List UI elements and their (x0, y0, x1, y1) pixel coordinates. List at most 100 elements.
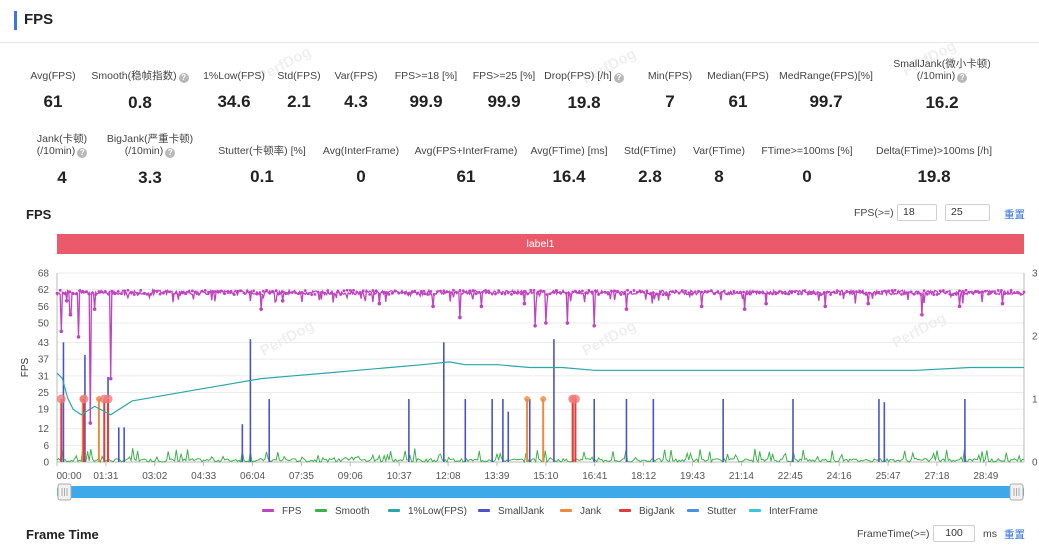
fps-point (632, 289, 636, 292)
fps-point (377, 292, 381, 296)
fps-dip-point (88, 421, 93, 425)
fps-point (145, 292, 149, 296)
legend-item[interactable]: Stutter (687, 506, 736, 517)
stat-value: 99.7 (809, 92, 843, 111)
fps-point (697, 289, 700, 293)
fps-point (900, 292, 903, 296)
fps-point (423, 292, 426, 296)
fps-point (300, 291, 304, 294)
legend-label: SmallJank (498, 506, 545, 517)
stat-value: 7 (665, 92, 675, 111)
fps-point (474, 292, 478, 296)
fps-point (58, 288, 62, 292)
fps-point (65, 292, 69, 296)
legend-item[interactable]: Smooth (315, 506, 369, 517)
stat-value: 34.6 (217, 92, 251, 111)
fps-point (271, 290, 275, 294)
fps-point (577, 291, 581, 295)
fps-point (184, 292, 188, 296)
legend-item[interactable]: BigJank (619, 506, 675, 517)
stat-value: 16.2 (925, 93, 959, 112)
fps-dip-point (108, 376, 113, 381)
fps-point (755, 290, 758, 294)
frame-time-threshold-input[interactable] (933, 525, 975, 542)
x-tick-label: 25:47 (876, 471, 901, 482)
fps-point (461, 289, 465, 293)
fps-point (581, 289, 584, 293)
stat-value: 19.8 (567, 93, 601, 112)
fps-point (877, 290, 881, 294)
help-icon[interactable]: ? (77, 148, 88, 158)
fps-dip-point (565, 321, 570, 325)
frame-time-reset-button[interactable]: 重置 (1004, 529, 1025, 541)
fps-point (361, 289, 365, 293)
fps-point (803, 289, 807, 293)
legend-swatch (315, 509, 327, 512)
fps-point (252, 289, 256, 293)
fps-point (435, 290, 439, 294)
fps-dip-point (592, 324, 597, 328)
fps-point (651, 291, 655, 295)
help-icon[interactable]: ? (613, 73, 624, 83)
help-icon[interactable]: ? (178, 73, 189, 83)
fps-point (290, 290, 294, 294)
stat-block: Delta(FTime)>100ms [/h] 19.8 (864, 145, 1004, 187)
fps-dip-point (920, 312, 924, 317)
legend-item[interactable]: 1%Low(FPS) (388, 506, 467, 517)
fps-point (906, 291, 910, 295)
stat-block: Min(FPS) 7 (600, 70, 740, 112)
legend-item[interactable]: SmallJank (478, 506, 544, 517)
fps-point (738, 290, 742, 294)
help-icon[interactable]: ? (957, 73, 968, 83)
fps-point (835, 289, 839, 293)
label-bar[interactable]: label1 (57, 234, 1024, 254)
x-tick-label: 00:00 (56, 471, 81, 482)
fps-point (355, 290, 359, 294)
stat-value: 2.8 (638, 167, 662, 186)
fps-point (600, 291, 604, 294)
fps-point (996, 289, 1000, 292)
fps-threshold-input-2[interactable] (945, 204, 990, 221)
fps-point (316, 290, 320, 294)
fps-point (880, 290, 884, 294)
fps-point (584, 291, 588, 295)
fps-point (806, 292, 810, 296)
legend-item[interactable]: Jank (560, 506, 601, 517)
low1-series-line (56, 361, 1024, 416)
fps-point (419, 289, 423, 293)
stat-label-text: Median(FPS) (707, 70, 769, 82)
fps-point (493, 292, 497, 296)
fps-point (954, 292, 958, 296)
fps-point (200, 289, 204, 293)
fps-point (551, 290, 555, 294)
fps-point (464, 290, 468, 294)
fps-point (74, 292, 78, 296)
fps-point (497, 289, 500, 293)
bigjank-marker (103, 394, 113, 404)
fps-point (268, 291, 272, 295)
stat-label-text: Std(FTime) (623, 145, 677, 157)
legend-item[interactable]: FPS (262, 506, 301, 517)
legend-item[interactable]: InterFrame (749, 506, 818, 517)
fps-point (1000, 288, 1003, 292)
fps-point (561, 290, 565, 294)
legend-label: FPS (282, 506, 302, 517)
stat-block: Stutter(卡顿率) [%] 0.1 (192, 145, 332, 187)
fps-threshold-input-1[interactable] (897, 204, 937, 221)
y-tick-label: 62 (38, 285, 50, 296)
fps-point (861, 291, 865, 294)
fps-point (629, 290, 633, 294)
fps-point (613, 289, 617, 293)
fps-dip-point (544, 321, 548, 325)
help-icon[interactable]: ? (165, 148, 176, 158)
fps-dip-point (533, 324, 537, 328)
fps-dip-point (522, 301, 527, 306)
fps-point (87, 292, 91, 296)
stat-block: Smooth(稳帧指数)? 0.8 (70, 70, 210, 113)
fps-point (764, 292, 768, 296)
stat-label-text: Var(FPS) (334, 70, 378, 82)
stat-label: Jank(卡顿) (/10min)? (0, 133, 132, 158)
fps-reset-button[interactable]: 重置 (1004, 209, 1025, 221)
fps-chart[interactable]: 68 62 56 50 43 37 31 25 19 12 6 0 3 2 1 0 FPS 00:00 01:31 0… (0, 262, 1039, 522)
stat-label: Avg(InterFrame) (291, 145, 431, 157)
